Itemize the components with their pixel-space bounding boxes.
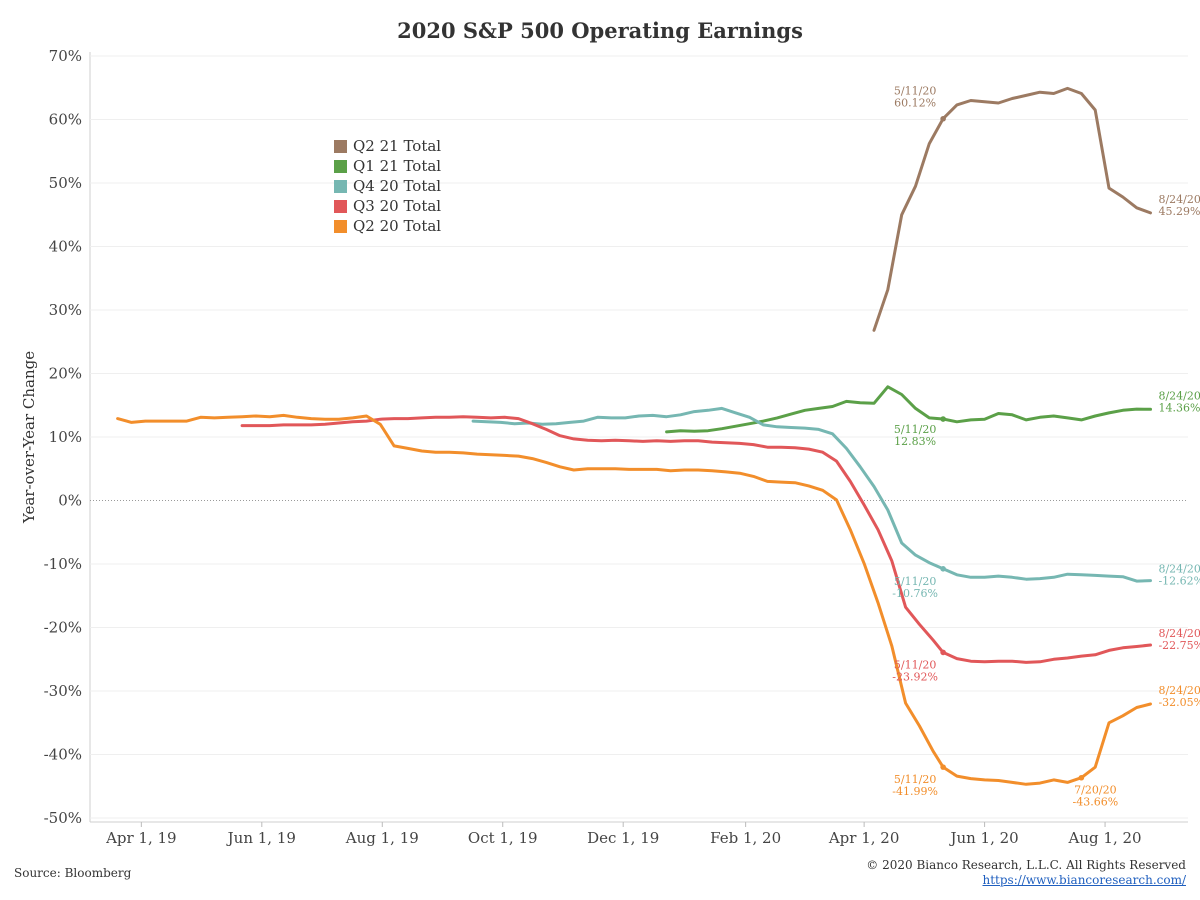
series-line-q2-21-total xyxy=(872,86,1152,332)
annotation-date: 8/24/20 xyxy=(1158,563,1200,576)
y-tick-label: -50% xyxy=(44,809,82,827)
source-note: Source: Bloomberg xyxy=(14,866,132,880)
y-tick-label: -10% xyxy=(44,555,82,573)
x-tick-label: Feb 1, 20 xyxy=(710,829,781,847)
legend-swatch xyxy=(334,199,347,213)
annotation-marker xyxy=(940,566,946,572)
legend-label: Q3 20 Total xyxy=(353,197,442,215)
annotation-date: 5/11/20 xyxy=(894,575,936,588)
legend-item: Q2 20 Total xyxy=(334,216,441,236)
annotation-date: 8/24/20 xyxy=(1158,193,1200,206)
y-tick-label: -30% xyxy=(44,682,82,700)
x-tick-label: Apr 1, 19 xyxy=(105,829,177,847)
annotation-marker xyxy=(940,115,946,122)
legend-label: Q2 21 Total xyxy=(353,137,442,155)
annotation-marker xyxy=(940,416,946,422)
annotation-value: -32.05% xyxy=(1158,696,1200,709)
y-tick-label: -20% xyxy=(44,619,82,637)
legend-swatch xyxy=(334,179,347,193)
annotation-date: 5/11/20 xyxy=(894,85,936,98)
annotation-value: -22.75% xyxy=(1158,639,1200,652)
legend-swatch xyxy=(334,139,347,153)
annotation-value: -23.92% xyxy=(892,670,938,683)
annotation-marker xyxy=(940,649,946,656)
legend-label: Q1 21 Total xyxy=(353,157,442,175)
x-tick-label: Oct 1, 19 xyxy=(468,829,538,847)
annotation-value: -10.76% xyxy=(892,587,938,600)
website-link[interactable]: https://www.biancoresearch.com/ xyxy=(982,873,1186,887)
x-tick-label: Dec 1, 19 xyxy=(587,829,659,847)
legend-item: Q3 20 Total xyxy=(334,196,441,216)
annotation-value: 60.12% xyxy=(894,97,936,110)
annotation-date: 8/24/20 xyxy=(1158,627,1200,640)
series-line-q3-20-total xyxy=(240,415,1152,664)
copyright-text: © 2020 Bianco Research, L.L.C. All Right… xyxy=(866,858,1186,872)
x-tick-label: Aug 1, 20 xyxy=(1068,829,1142,847)
y-tick-label: 40% xyxy=(49,238,82,256)
annotation-value: 45.29% xyxy=(1158,205,1200,218)
legend-item: Q2 21 Total xyxy=(334,136,441,156)
series-line-q4-20-total xyxy=(471,406,1152,583)
annotation-date: 8/24/20 xyxy=(1158,684,1200,697)
chart-title: 2020 S&P 500 Operating Earnings xyxy=(397,18,803,43)
legend-label: Q4 20 Total xyxy=(353,177,442,195)
annotation-date: 7/20/20 xyxy=(1074,784,1116,797)
x-tick-label: Aug 1, 19 xyxy=(345,829,419,847)
legend-swatch xyxy=(334,219,347,233)
annotation-value: -12.62% xyxy=(1158,575,1200,588)
x-tick-label: Jun 1, 19 xyxy=(226,829,296,847)
annotation-date: 5/11/20 xyxy=(894,658,936,671)
annotation-date: 8/24/20 xyxy=(1158,389,1200,402)
annotation-value: -43.66% xyxy=(1073,796,1119,809)
y-tick-label: -40% xyxy=(44,746,82,764)
y-tick-label: 70% xyxy=(49,47,82,65)
annotation-marker xyxy=(1078,774,1085,781)
y-axis-label: Year-over-Year Change xyxy=(20,351,38,524)
annotation-value: 12.83% xyxy=(894,435,936,448)
y-tick-label: 10% xyxy=(49,428,82,446)
x-tick-label: Apr 1, 20 xyxy=(828,829,900,847)
legend-item: Q1 21 Total xyxy=(334,156,441,176)
y-tick-label: 50% xyxy=(49,174,82,192)
annotation-marker xyxy=(940,764,946,770)
annotation-date: 5/11/20 xyxy=(894,773,936,786)
annotation-value: -41.99% xyxy=(892,785,938,798)
x-tick-label: Jun 1, 20 xyxy=(948,829,1018,847)
annotation-date: 5/11/20 xyxy=(894,423,936,436)
series-line-q2-20-total xyxy=(116,413,1152,786)
y-tick-label: 0% xyxy=(58,492,82,510)
legend-swatch xyxy=(334,159,347,173)
y-tick-label: 20% xyxy=(49,365,82,383)
y-tick-label: 30% xyxy=(49,301,82,319)
copyright-block: © 2020 Bianco Research, L.L.C. All Right… xyxy=(866,858,1186,888)
legend-label: Q2 20 Total xyxy=(353,217,442,235)
annotation-value: 14.36% xyxy=(1158,401,1200,414)
chart-legend: Q2 21 Total Q1 21 Total Q4 20 Total Q3 20 T… xyxy=(334,136,441,236)
series-line-q1-21-total xyxy=(665,385,1152,434)
y-tick-label: 60% xyxy=(49,111,82,129)
legend-item: Q4 20 Total xyxy=(334,176,441,196)
